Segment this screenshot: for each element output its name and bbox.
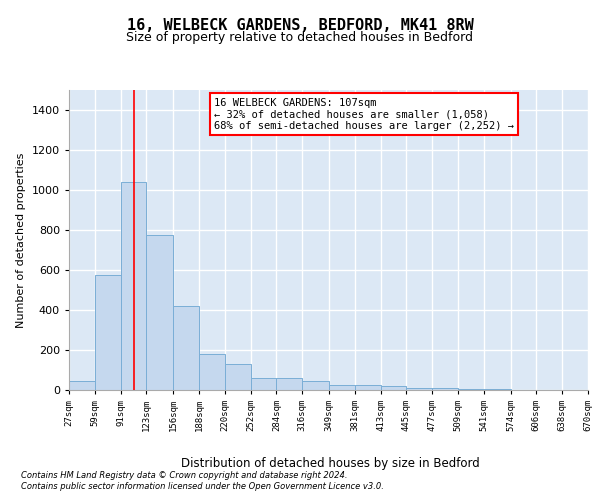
Text: Contains public sector information licensed under the Open Government Licence v3: Contains public sector information licen… xyxy=(21,482,384,491)
Bar xyxy=(173,306,199,390)
Text: Contains HM Land Registry data © Crown copyright and database right 2024.: Contains HM Land Registry data © Crown c… xyxy=(21,471,347,480)
Y-axis label: Number of detached properties: Number of detached properties xyxy=(16,152,26,328)
Bar xyxy=(95,275,121,390)
Bar xyxy=(432,388,458,390)
Bar xyxy=(69,381,95,390)
Bar xyxy=(121,182,146,390)
Bar xyxy=(458,389,484,390)
Bar xyxy=(251,378,277,390)
Text: 16, WELBECK GARDENS, BEDFORD, MK41 8RW: 16, WELBECK GARDENS, BEDFORD, MK41 8RW xyxy=(127,18,473,32)
Bar xyxy=(329,384,355,390)
Bar xyxy=(380,386,406,390)
Bar xyxy=(302,381,329,390)
Text: 16 WELBECK GARDENS: 107sqm
← 32% of detached houses are smaller (1,058)
68% of s: 16 WELBECK GARDENS: 107sqm ← 32% of deta… xyxy=(214,98,514,130)
Bar xyxy=(146,235,173,390)
Bar xyxy=(277,378,302,390)
Bar xyxy=(484,389,511,390)
Bar xyxy=(406,388,432,390)
Bar xyxy=(199,354,225,390)
Bar xyxy=(355,384,380,390)
Bar xyxy=(225,364,251,390)
Text: Distribution of detached houses by size in Bedford: Distribution of detached houses by size … xyxy=(181,458,479,470)
Text: Size of property relative to detached houses in Bedford: Size of property relative to detached ho… xyxy=(127,31,473,44)
